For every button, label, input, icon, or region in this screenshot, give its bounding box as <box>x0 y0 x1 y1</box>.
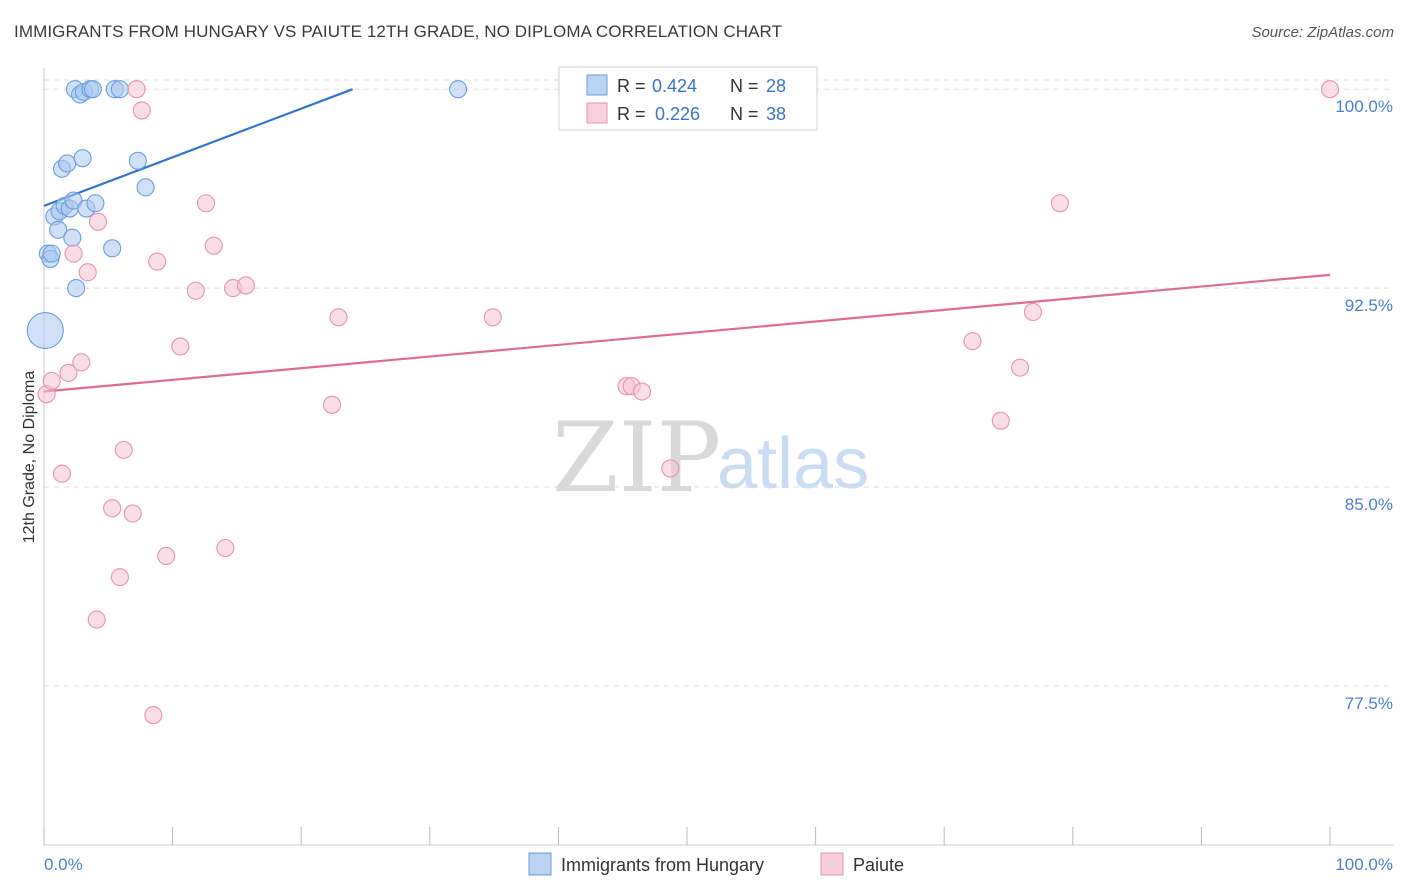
point-hungary <box>64 191 83 210</box>
point-hungary <box>86 194 105 213</box>
point-hungary <box>58 154 77 173</box>
trend-lines <box>43 88 1331 393</box>
point-paiute <box>1011 358 1030 377</box>
point-hungary <box>49 220 68 239</box>
series-swatch-paiute <box>820 852 844 876</box>
y-tick-labels: 100.0% 92.5% 85.0% 77.5% <box>1335 97 1393 713</box>
y-tick-label: 77.5% <box>1345 694 1393 713</box>
point-hungary <box>136 178 155 197</box>
legend-n-label-1: N = <box>730 76 759 96</box>
legend-r-label-1: R = <box>617 76 646 96</box>
point-paiute <box>632 382 652 401</box>
trend-line-hungary <box>43 88 354 207</box>
point-paiute <box>148 252 167 271</box>
point-paiute <box>157 546 176 565</box>
point-paiute <box>204 236 223 255</box>
point-hungary <box>83 80 102 99</box>
point-hungary <box>73 149 92 168</box>
point-paiute <box>132 101 151 120</box>
point-hungary <box>103 239 122 258</box>
legend-r-value-2: 0.226 <box>655 104 700 124</box>
point-paiute <box>991 411 1010 430</box>
point-hungary <box>110 80 129 99</box>
series-legend: Immigrants from Hungary Paiute <box>528 852 904 876</box>
stats-legend: R = 0.424 N = 28 R = 0.226 N = 38 <box>558 66 818 131</box>
point-paiute <box>963 332 982 351</box>
watermark-atlas: atlas <box>717 424 869 504</box>
y-tick-label: 85.0% <box>1345 495 1393 514</box>
series-label-hungary: Immigrants from Hungary <box>561 855 764 875</box>
point-paiute <box>64 244 83 263</box>
y-tick-label: 92.5% <box>1345 296 1393 315</box>
watermark-zip: ZIP <box>552 402 721 514</box>
point-hungary <box>449 80 468 99</box>
point-hungary <box>42 244 61 263</box>
y-tick-label: 100.0% <box>1335 97 1393 116</box>
legend-n-value-2: 38 <box>766 104 786 124</box>
point-paiute <box>88 212 108 231</box>
point-paiute <box>103 499 122 518</box>
point-paiute <box>329 308 348 327</box>
point-paiute <box>42 371 61 390</box>
point-paiute <box>110 568 129 587</box>
series-label-paiute: Paiute <box>853 855 904 875</box>
point-paiute <box>483 308 502 327</box>
x-tick-label: 100.0% <box>1335 855 1393 874</box>
gridlines <box>44 79 1394 687</box>
legend-n-value-1: 28 <box>766 76 786 96</box>
point-paiute <box>171 337 190 356</box>
point-hungary <box>63 228 82 247</box>
point-paiute <box>1050 194 1069 213</box>
source-credit: Source: ZipAtlas.com <box>1251 24 1394 41</box>
x-tick-label: 0.0% <box>44 855 83 874</box>
point-paiute <box>87 610 106 629</box>
point-paiute <box>123 504 142 523</box>
point-paiute <box>52 464 72 483</box>
trend-line-paiute <box>43 273 1331 393</box>
point-paiute <box>59 363 78 383</box>
legend-n-label-2: N = <box>730 104 759 124</box>
legend-r-label-2: R = <box>617 104 646 124</box>
point-hungary <box>26 311 64 350</box>
point-paiute <box>1320 80 1340 99</box>
y-axis-label: 12th Grade, No Diploma <box>21 371 38 544</box>
legend-swatch-blue <box>586 74 608 96</box>
chart-title: IMMIGRANTS FROM HUNGARY VS PAIUTE 12TH G… <box>14 22 783 41</box>
point-hungary <box>128 151 147 170</box>
legend-r-value-1: 0.424 <box>652 76 697 96</box>
point-paiute <box>144 706 163 725</box>
point-paiute <box>186 281 205 300</box>
legend-swatch-pink <box>586 102 608 124</box>
point-paiute <box>661 459 680 478</box>
point-paiute <box>1023 302 1042 322</box>
x-tick-labels: 0.0% 100.0% <box>44 855 1393 874</box>
point-paiute <box>72 353 91 372</box>
point-paiute <box>127 80 146 99</box>
point-paiute <box>196 194 216 213</box>
point-paiute <box>216 538 235 558</box>
point-hungary <box>67 279 86 298</box>
point-paiute <box>114 440 133 459</box>
point-paiute <box>78 263 97 282</box>
watermark: ZIP atlas <box>552 402 869 514</box>
data-points <box>26 80 1340 725</box>
point-paiute <box>323 395 342 414</box>
point-paiute <box>236 276 255 295</box>
axes <box>43 68 1394 846</box>
series-swatch-hungary <box>528 852 552 876</box>
